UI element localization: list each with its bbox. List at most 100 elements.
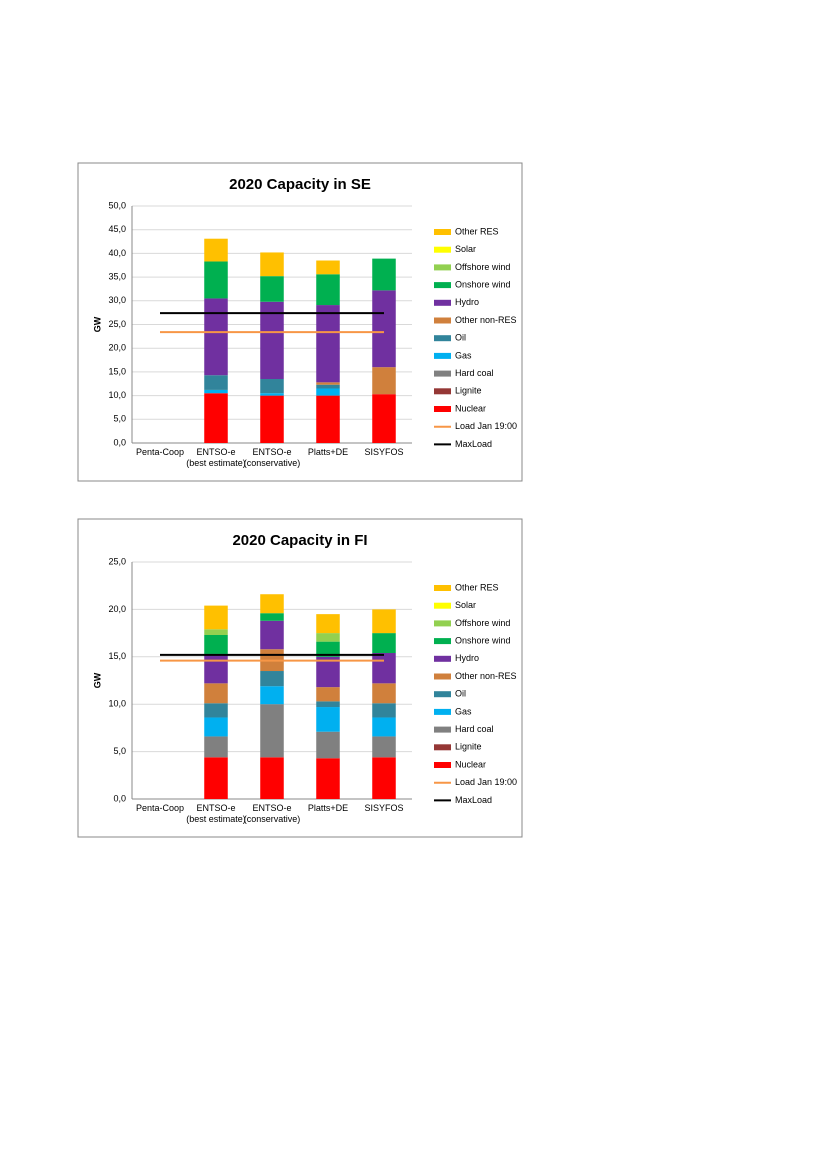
- bar-segment: [260, 613, 284, 621]
- bar-segment: [204, 389, 228, 394]
- x-tick-label-box: ENTSO-e (conservative): [244, 447, 301, 468]
- legend-label: Load Jan 19:00: [455, 777, 517, 787]
- legend-swatch: [434, 282, 451, 289]
- legend-label: Hydro: [455, 653, 479, 663]
- legend-swatch: [434, 585, 451, 591]
- bar-segment: [204, 605, 228, 630]
- x-tick-label: Platts+DE: [307, 803, 349, 813]
- y-tick-label: 45,0: [108, 224, 126, 234]
- x-tick-label: ENTSO-e (best estimate): [186, 803, 246, 824]
- x-tick-label: SISYFOS: [364, 447, 404, 457]
- bar-segment: [316, 641, 340, 657]
- y-tick-label: 25,0: [108, 556, 126, 566]
- bar-segment: [316, 701, 340, 708]
- bar-segment: [260, 276, 284, 302]
- y-tick-label: 5,0: [113, 414, 126, 424]
- legend-swatch: [434, 638, 451, 645]
- legend-swatch: [434, 317, 451, 324]
- legend-swatch: [434, 246, 451, 253]
- legend-label: Lignite: [455, 386, 482, 396]
- y-tick-label: 5,0: [113, 746, 126, 756]
- x-tick-label-box: SISYFOS: [364, 447, 404, 457]
- bar-segment: [260, 252, 284, 277]
- bar-segment: [316, 687, 340, 702]
- legend-label: Gas: [455, 706, 472, 716]
- x-tick-label: ENTSO-e (conservative): [243, 803, 301, 824]
- bar-segment: [260, 671, 284, 687]
- x-tick-label: Platts+DE: [307, 447, 349, 457]
- bar-segment: [204, 261, 228, 299]
- legend-label: MaxLoad: [455, 439, 492, 449]
- legend-label: Onshore wind: [455, 635, 511, 645]
- y-axis-label: GW: [92, 316, 102, 332]
- bar-segment: [204, 298, 228, 376]
- bar-segment: [372, 717, 396, 737]
- bar-segment: [204, 717, 228, 737]
- y-tick-label: 15,0: [108, 651, 126, 661]
- legend-label: Load Jan 19:00: [455, 421, 517, 431]
- legend-swatch: [434, 335, 451, 342]
- x-tick-label: ENTSO-e (best estimate): [186, 447, 246, 468]
- legend-swatch: [434, 726, 451, 733]
- bar-segment: [316, 260, 340, 275]
- bar-segment: [204, 629, 228, 635]
- legend-swatch: [434, 620, 451, 627]
- x-tick-label-box: ENTSO-e (best estimate): [186, 803, 246, 824]
- bar-segment: [372, 703, 396, 718]
- bar-segment: [372, 633, 396, 654]
- legend-swatch: [434, 264, 451, 271]
- legend-swatch: [434, 406, 451, 412]
- bar-segment: [316, 388, 340, 396]
- bar-segment: [372, 258, 396, 291]
- y-tick-label: 20,0: [108, 604, 126, 614]
- legend-label: Hard coal: [455, 368, 494, 378]
- y-tick-label: 0,0: [113, 437, 126, 447]
- bar-segment: [316, 395, 340, 443]
- legend-label: Nuclear: [455, 759, 486, 769]
- legend-label: Offshore wind: [455, 262, 510, 272]
- legend-label: Hard coal: [455, 724, 494, 734]
- x-tick-label-box: Platts+DE: [307, 447, 349, 457]
- bar-segment: [260, 620, 284, 650]
- bar-segment: [316, 656, 340, 688]
- x-tick-label-box: Platts+DE: [307, 803, 349, 813]
- legend-label: Other non-RES: [455, 671, 517, 681]
- legend-swatch: [434, 673, 451, 680]
- bar-segment: [372, 653, 396, 684]
- legend-swatch: [434, 744, 451, 751]
- bar-segment: [260, 757, 284, 799]
- bar-segment: [204, 375, 228, 390]
- bar-segment: [204, 634, 228, 654]
- legend-label: Oil: [455, 333, 466, 343]
- legend-label: Other RES: [455, 226, 499, 236]
- bar-segment: [260, 395, 284, 443]
- bar-segment: [204, 683, 228, 704]
- bar-segment: [372, 609, 396, 634]
- y-tick-label: 40,0: [108, 248, 126, 258]
- bar-segment: [316, 305, 340, 383]
- bar-segment: [372, 394, 396, 443]
- bar-segment: [260, 393, 284, 396]
- bar-segment: [316, 274, 340, 306]
- y-tick-label: 50,0: [108, 200, 126, 210]
- legend-label: Lignite: [455, 742, 482, 752]
- legend-swatch: [434, 602, 451, 609]
- legend-label: Other non-RES: [455, 315, 517, 325]
- x-tick-label: Penta-Coop: [135, 447, 185, 457]
- bar-segment: [204, 757, 228, 799]
- bar-segment: [204, 393, 228, 443]
- bar-segment: [204, 653, 228, 684]
- x-tick-label-box: Penta-Coop: [136, 803, 184, 813]
- bar-segment: [316, 382, 340, 385]
- bar-segment: [316, 384, 340, 389]
- x-tick-label-box: ENTSO-e (conservative): [243, 803, 301, 824]
- bar-segment: [316, 758, 340, 799]
- bar-segment: [260, 686, 284, 705]
- legend-label: Solar: [455, 244, 476, 254]
- bar-segment: [316, 633, 340, 642]
- legend-label: Solar: [455, 600, 476, 610]
- bar-segment: [372, 367, 396, 395]
- bar-segment: [372, 290, 396, 368]
